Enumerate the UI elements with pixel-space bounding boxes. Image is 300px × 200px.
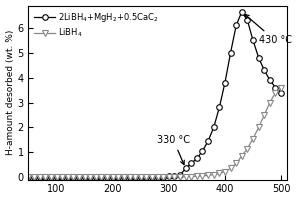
LiBH$_4$ (105, 175, 109, 178)
LiBH$_4$ (77, 175, 81, 178)
LiBH$_4$ (150, 175, 154, 178)
2LiBH$_4$+MgH$_2$+0.5CaC$_2$ (139, 175, 142, 178)
LiBH$_4$ (246, 147, 249, 150)
LiBH$_4$ (268, 101, 272, 104)
LiBH$_4$ (55, 175, 58, 178)
2LiBH$_4$+MgH$_2$+0.5CaC$_2$ (105, 175, 109, 178)
2LiBH$_4$+MgH$_2$+0.5CaC$_2$ (218, 106, 221, 109)
LiBH$_4$ (27, 175, 30, 178)
LiBH$_4$ (262, 114, 266, 116)
LiBH$_4$ (234, 162, 238, 165)
LiBH$_4$ (251, 137, 255, 140)
2LiBH$_4$+MgH$_2$+0.5CaC$_2$ (223, 81, 227, 84)
2LiBH$_4$+MgH$_2$+0.5CaC$_2$ (145, 175, 148, 178)
2LiBH$_4$+MgH$_2$+0.5CaC$_2$ (184, 167, 188, 170)
LiBH$_4$ (195, 175, 199, 178)
LiBH$_4$ (38, 175, 41, 178)
2LiBH$_4$+MgH$_2$+0.5CaC$_2$ (257, 57, 260, 59)
LiBH$_4$ (212, 173, 215, 176)
LiBH$_4$ (178, 175, 182, 178)
LiBH$_4$ (44, 175, 47, 178)
LiBH$_4$ (201, 175, 204, 177)
LiBH$_4$ (72, 175, 75, 178)
2LiBH$_4$+MgH$_2$+0.5CaC$_2$ (201, 150, 204, 152)
2LiBH$_4$+MgH$_2$+0.5CaC$_2$ (111, 175, 115, 178)
LiBH$_4$ (100, 175, 103, 178)
LiBH$_4$ (139, 175, 142, 178)
2LiBH$_4$+MgH$_2$+0.5CaC$_2$ (167, 175, 171, 178)
2LiBH$_4$+MgH$_2$+0.5CaC$_2$ (55, 175, 58, 178)
LiBH$_4$ (218, 172, 221, 175)
2LiBH$_4$+MgH$_2$+0.5CaC$_2$ (206, 140, 210, 142)
LiBH$_4$ (94, 175, 98, 178)
LiBH$_4$ (172, 175, 176, 178)
LiBH$_4$ (206, 174, 210, 177)
LiBH$_4$ (116, 175, 120, 178)
Text: 330 °C: 330 °C (157, 135, 190, 165)
LiBH$_4$ (279, 86, 283, 89)
Line: 2LiBH$_4$+MgH$_2$+0.5CaC$_2$: 2LiBH$_4$+MgH$_2$+0.5CaC$_2$ (26, 9, 284, 179)
2LiBH$_4$+MgH$_2$+0.5CaC$_2$ (172, 175, 176, 177)
LiBH$_4$ (229, 167, 232, 170)
LiBH$_4$ (133, 175, 137, 178)
2LiBH$_4$+MgH$_2$+0.5CaC$_2$ (133, 175, 137, 178)
2LiBH$_4$+MgH$_2$+0.5CaC$_2$ (195, 157, 199, 160)
2LiBH$_4$+MgH$_2$+0.5CaC$_2$ (150, 175, 154, 178)
2LiBH$_4$+MgH$_2$+0.5CaC$_2$ (178, 174, 182, 176)
LiBH$_4$ (66, 175, 70, 178)
2LiBH$_4$+MgH$_2$+0.5CaC$_2$ (66, 175, 70, 178)
2LiBH$_4$+MgH$_2$+0.5CaC$_2$ (262, 69, 266, 71)
Text: 430 °C: 430 °C (245, 14, 292, 45)
2LiBH$_4$+MgH$_2$+0.5CaC$_2$ (190, 162, 193, 165)
LiBH$_4$ (274, 91, 277, 94)
LiBH$_4$ (223, 170, 227, 173)
2LiBH$_4$+MgH$_2$+0.5CaC$_2$ (279, 91, 283, 94)
2LiBH$_4$+MgH$_2$+0.5CaC$_2$ (88, 175, 92, 178)
2LiBH$_4$+MgH$_2$+0.5CaC$_2$ (234, 24, 238, 27)
LiBH$_4$ (167, 175, 171, 178)
LiBH$_4$ (145, 175, 148, 178)
2LiBH$_4$+MgH$_2$+0.5CaC$_2$ (49, 175, 53, 178)
2LiBH$_4$+MgH$_2$+0.5CaC$_2$ (229, 52, 232, 54)
2LiBH$_4$+MgH$_2$+0.5CaC$_2$ (44, 175, 47, 178)
LiBH$_4$ (111, 175, 115, 178)
2LiBH$_4$+MgH$_2$+0.5CaC$_2$ (60, 175, 64, 178)
LiBH$_4$ (122, 175, 126, 178)
2LiBH$_4$+MgH$_2$+0.5CaC$_2$ (156, 175, 159, 178)
LiBH$_4$ (184, 175, 188, 178)
LiBH$_4$ (190, 175, 193, 178)
2LiBH$_4$+MgH$_2$+0.5CaC$_2$ (32, 175, 36, 178)
2LiBH$_4$+MgH$_2$+0.5CaC$_2$ (27, 175, 30, 178)
2LiBH$_4$+MgH$_2$+0.5CaC$_2$ (77, 175, 81, 178)
LiBH$_4$ (49, 175, 53, 178)
2LiBH$_4$+MgH$_2$+0.5CaC$_2$ (122, 175, 126, 178)
LiBH$_4$ (156, 175, 159, 178)
2LiBH$_4$+MgH$_2$+0.5CaC$_2$ (72, 175, 75, 178)
2LiBH$_4$+MgH$_2$+0.5CaC$_2$ (274, 86, 277, 89)
LiBH$_4$ (60, 175, 64, 178)
2LiBH$_4$+MgH$_2$+0.5CaC$_2$ (268, 79, 272, 81)
2LiBH$_4$+MgH$_2$+0.5CaC$_2$ (246, 19, 249, 22)
2LiBH$_4$+MgH$_2$+0.5CaC$_2$ (128, 175, 131, 178)
Y-axis label: H-amount desorbed (wt. %): H-amount desorbed (wt. %) (6, 30, 15, 155)
2LiBH$_4$+MgH$_2$+0.5CaC$_2$ (94, 175, 98, 178)
Legend: 2LiBH$_4$+MgH$_2$+0.5CaC$_2$, LiBH$_4$: 2LiBH$_4$+MgH$_2$+0.5CaC$_2$, LiBH$_4$ (33, 10, 161, 41)
LiBH$_4$ (88, 175, 92, 178)
2LiBH$_4$+MgH$_2$+0.5CaC$_2$ (116, 175, 120, 178)
2LiBH$_4$+MgH$_2$+0.5CaC$_2$ (161, 175, 165, 178)
2LiBH$_4$+MgH$_2$+0.5CaC$_2$ (251, 39, 255, 42)
LiBH$_4$ (161, 175, 165, 178)
LiBH$_4$ (128, 175, 131, 178)
2LiBH$_4$+MgH$_2$+0.5CaC$_2$ (38, 175, 41, 178)
LiBH$_4$ (83, 175, 86, 178)
LiBH$_4$ (32, 175, 36, 178)
LiBH$_4$ (257, 126, 260, 129)
2LiBH$_4$+MgH$_2$+0.5CaC$_2$ (100, 175, 103, 178)
2LiBH$_4$+MgH$_2$+0.5CaC$_2$ (240, 11, 244, 13)
Line: LiBH$_4$: LiBH$_4$ (26, 85, 284, 179)
LiBH$_4$ (240, 155, 244, 157)
2LiBH$_4$+MgH$_2$+0.5CaC$_2$ (83, 175, 86, 178)
2LiBH$_4$+MgH$_2$+0.5CaC$_2$ (212, 126, 215, 129)
